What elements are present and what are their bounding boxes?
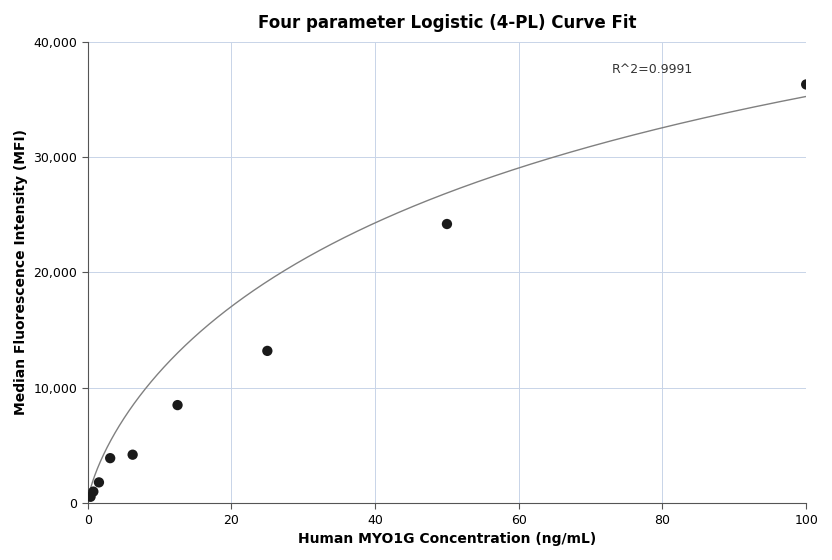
Point [92, 478, 106, 487]
X-axis label: Human MYO1G Concentration (ng/mL): Human MYO1G Concentration (ng/mL) [298, 532, 596, 546]
Text: R^2=0.9991: R^2=0.9991 [612, 63, 693, 76]
Point [103, 454, 116, 463]
Point [260, 347, 274, 356]
Y-axis label: Median Fluorescence Intensity (MFI): Median Fluorescence Intensity (MFI) [14, 129, 28, 416]
Point [84, 492, 97, 501]
Point [126, 450, 139, 459]
Point [87, 487, 100, 496]
Point [440, 220, 453, 228]
Point [171, 400, 184, 409]
Title: Four parameter Logistic (4-PL) Curve Fit: Four parameter Logistic (4-PL) Curve Fit [258, 14, 636, 32]
Point [800, 80, 813, 89]
